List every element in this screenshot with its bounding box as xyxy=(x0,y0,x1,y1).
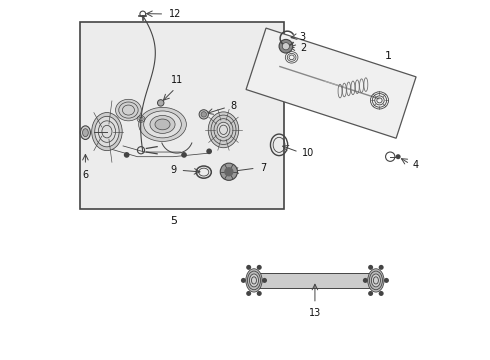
Ellipse shape xyxy=(150,116,175,134)
Text: 2: 2 xyxy=(300,44,306,53)
Text: 7: 7 xyxy=(260,163,266,173)
Ellipse shape xyxy=(157,100,164,106)
Bar xyxy=(80,22,285,209)
Ellipse shape xyxy=(282,42,290,50)
Circle shape xyxy=(257,291,262,296)
Ellipse shape xyxy=(82,129,88,136)
Circle shape xyxy=(395,154,401,159)
Text: 13: 13 xyxy=(309,309,321,318)
Ellipse shape xyxy=(249,274,259,287)
Polygon shape xyxy=(246,28,416,138)
Text: 10: 10 xyxy=(302,148,315,158)
Text: 6: 6 xyxy=(82,170,89,180)
Ellipse shape xyxy=(211,115,236,144)
Ellipse shape xyxy=(122,105,134,115)
Circle shape xyxy=(246,291,251,296)
Ellipse shape xyxy=(217,122,230,137)
Text: 12: 12 xyxy=(169,9,181,19)
Circle shape xyxy=(241,278,246,283)
Ellipse shape xyxy=(208,112,239,148)
Text: 4: 4 xyxy=(413,159,419,170)
Circle shape xyxy=(368,291,373,296)
Circle shape xyxy=(206,148,212,154)
Ellipse shape xyxy=(199,110,208,119)
Ellipse shape xyxy=(369,271,382,290)
Ellipse shape xyxy=(371,274,380,287)
Ellipse shape xyxy=(220,163,238,180)
Ellipse shape xyxy=(116,99,141,121)
Circle shape xyxy=(224,167,234,176)
Circle shape xyxy=(257,265,262,270)
Ellipse shape xyxy=(279,40,293,53)
Ellipse shape xyxy=(155,119,170,130)
Circle shape xyxy=(368,265,373,270)
Ellipse shape xyxy=(251,277,256,284)
Circle shape xyxy=(262,278,267,283)
Text: 9: 9 xyxy=(171,165,177,175)
Text: 5: 5 xyxy=(170,216,177,226)
Circle shape xyxy=(124,152,129,158)
Ellipse shape xyxy=(139,107,186,141)
Circle shape xyxy=(181,152,187,158)
Text: 11: 11 xyxy=(171,75,183,85)
Ellipse shape xyxy=(95,116,119,147)
Circle shape xyxy=(246,265,251,270)
Ellipse shape xyxy=(373,277,378,284)
Ellipse shape xyxy=(144,111,181,138)
Text: 3: 3 xyxy=(299,32,306,41)
Circle shape xyxy=(384,278,389,283)
Bar xyxy=(254,273,376,288)
Ellipse shape xyxy=(368,269,384,292)
Text: 8: 8 xyxy=(231,102,237,112)
Ellipse shape xyxy=(201,112,206,117)
Ellipse shape xyxy=(119,102,138,118)
Ellipse shape xyxy=(92,113,122,150)
Ellipse shape xyxy=(214,119,233,141)
Ellipse shape xyxy=(98,121,116,142)
Ellipse shape xyxy=(102,125,112,138)
Circle shape xyxy=(379,265,384,270)
Ellipse shape xyxy=(246,269,262,292)
Text: 1: 1 xyxy=(385,51,392,61)
Ellipse shape xyxy=(247,271,261,290)
Ellipse shape xyxy=(220,125,227,134)
Ellipse shape xyxy=(80,126,91,139)
Circle shape xyxy=(363,278,368,283)
Circle shape xyxy=(379,291,384,296)
